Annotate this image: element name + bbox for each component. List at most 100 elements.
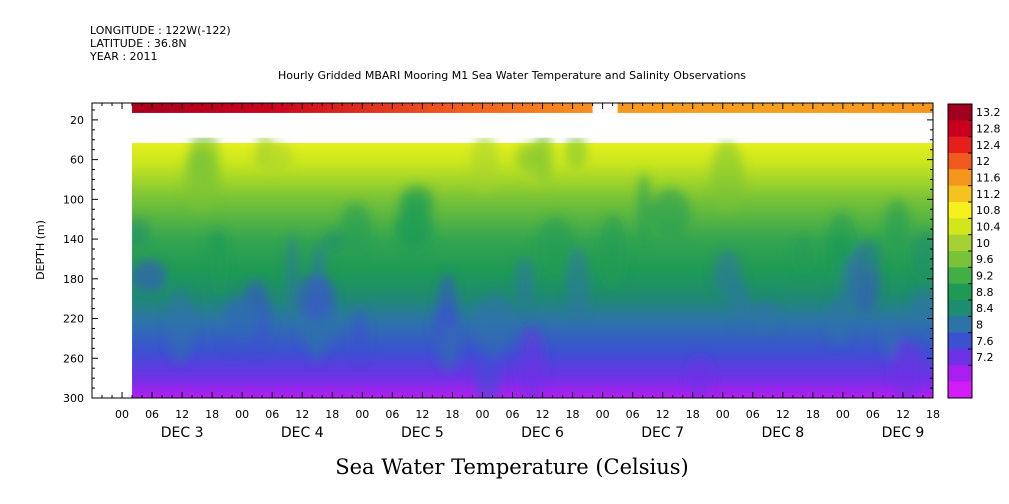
chart-title: Hourly Gridded MBARI Mooring M1 Sea Wate… (278, 69, 746, 82)
latitude-label: LATITUDE : 36.8N (90, 37, 187, 50)
colorbar-segment (948, 104, 972, 121)
field-texture (322, 229, 344, 256)
field-texture (339, 202, 372, 255)
field-texture (515, 256, 535, 306)
x-tick-label: 00 (115, 408, 129, 421)
x-tick-label: 00 (235, 408, 249, 421)
field-texture (884, 199, 911, 249)
figure-subtitle: Sea Water Temperature (Celsius) (335, 455, 689, 479)
colorbar-label: 9.2 (976, 270, 994, 283)
longitude-label: LONGITUDE : 122W(-122) (90, 24, 231, 37)
field-texture (519, 326, 545, 398)
x-tick-label: 12 (536, 408, 550, 421)
field-texture (710, 140, 744, 213)
unsampled-depth-band (132, 112, 934, 138)
field-texture (882, 322, 897, 358)
x-tick-label: 18 (325, 408, 339, 421)
x-tick-label: 06 (145, 408, 159, 421)
field-texture (565, 132, 588, 169)
colorbar-segment (948, 153, 972, 170)
x-tick-label: 18 (566, 408, 580, 421)
x-tick-label: 00 (716, 408, 730, 421)
colorbar-label: 12 (976, 155, 990, 168)
x-day-label: DEC 5 (401, 425, 444, 441)
colorbar: 13.2 12.8 12.4 12 11.6 11.2 10.8 10.4 10 9.6 9.2 8.… (947, 103, 1001, 399)
missing-data-regions (92, 103, 934, 398)
x-tick-label: 18 (926, 408, 940, 421)
field-texture (909, 288, 933, 322)
x-tick-label: 00 (836, 408, 850, 421)
x-tick-label: 00 (596, 408, 610, 421)
colorbar-label: 7.2 (976, 351, 994, 364)
x-tick-label: 12 (776, 408, 790, 421)
field-texture (911, 230, 933, 281)
colorbar-label: 8 (976, 319, 983, 332)
x-tick-label: 06 (626, 408, 640, 421)
field-texture (296, 274, 336, 321)
colorbar-segment (948, 349, 972, 366)
x-tick-label: 12 (295, 408, 309, 421)
field-texture (750, 301, 780, 333)
x-tick-label: 06 (385, 408, 399, 421)
colorbar-segment (948, 169, 972, 187)
field-texture (166, 287, 195, 363)
surface-band (130, 103, 933, 113)
year-label: YEAR : 2011 (89, 50, 158, 63)
colorbar-segment (948, 381, 972, 399)
y-axis-label: DEPTH (m) (34, 220, 47, 280)
colorbar-segment (948, 234, 972, 252)
x-tick-label: 18 (445, 408, 459, 421)
y-tick-label: 180 (63, 273, 84, 286)
x-tick-label: 12 (896, 408, 910, 421)
y-tick-label: 140 (63, 233, 84, 246)
x-tick-label: 00 (475, 408, 489, 421)
colorbar-label: 10 (976, 237, 990, 250)
y-tick-label: 300 (63, 392, 84, 405)
x-tick-label: 12 (175, 408, 189, 421)
colorbar-segment (948, 185, 972, 203)
x-day-label: DEC 8 (761, 425, 804, 441)
field-texture (131, 259, 167, 292)
colorbar-label: 11.2 (976, 188, 1001, 201)
field-texture (827, 295, 851, 346)
x-tick-label: 00 (355, 408, 369, 421)
colorbar-label: 8.8 (976, 286, 994, 299)
field-texture (689, 357, 711, 398)
field-texture (514, 143, 541, 172)
y-tick-label: 20 (70, 114, 84, 127)
temperature-variability (125, 121, 933, 398)
y-axis: 20 60 100 140 180 220 260 300 (63, 109, 933, 405)
field-texture (891, 340, 925, 398)
field-texture (712, 250, 742, 296)
colorbar-segment (948, 365, 972, 383)
field-texture (839, 257, 857, 309)
field-texture (470, 132, 499, 194)
colorbar-segment (948, 300, 972, 317)
field-texture (437, 323, 460, 371)
colorbar-segment (948, 218, 972, 236)
colorbar-segment (948, 202, 972, 219)
x-tick-label: 06 (866, 408, 880, 421)
field-texture (474, 292, 513, 357)
field-texture (636, 173, 652, 247)
x-tick-label: 18 (686, 408, 700, 421)
colorbar-segment (948, 316, 972, 334)
x-tick-label: 12 (656, 408, 670, 421)
colorbar-label: 12.4 (976, 139, 1001, 152)
y-tick-label: 60 (70, 154, 84, 167)
colorbar-segment (948, 251, 972, 268)
field-texture (475, 349, 500, 398)
colorbar-label: 13.2 (976, 106, 1001, 119)
colorbar-label: 9.6 (976, 253, 994, 266)
colorbar-label: 12.8 (976, 123, 1001, 136)
x-tick-label: 06 (265, 408, 279, 421)
colorbar-segment (948, 136, 972, 154)
field-texture (650, 188, 690, 238)
x-day-label: DEC 9 (882, 425, 925, 441)
colorbar-segment (948, 332, 972, 350)
colorbar-label: 7.6 (976, 335, 994, 348)
y-tick-label: 100 (63, 193, 84, 206)
field-texture (286, 234, 299, 312)
x-day-label: DEC 3 (161, 425, 204, 441)
field-texture (536, 216, 574, 278)
